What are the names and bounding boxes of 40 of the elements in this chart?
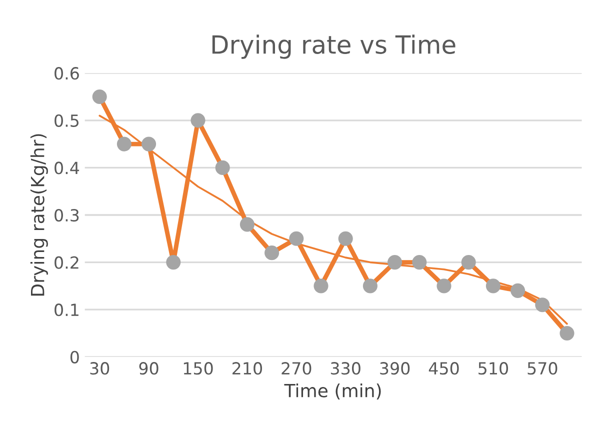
x-tick-label: 570 <box>528 362 558 375</box>
y-axis-title: Drying rate(Kg/hr) <box>30 134 48 296</box>
x-tick-label: 510 <box>478 362 508 375</box>
x-tick-label: 270 <box>282 362 312 375</box>
point <box>486 278 500 294</box>
point <box>215 160 230 175</box>
y-tick-label: 0.4 <box>54 162 80 174</box>
point <box>362 278 378 294</box>
point <box>240 217 254 232</box>
y-tick-label: 0.2 <box>54 256 78 269</box>
y-tick-label: 0.5 <box>54 114 79 127</box>
y-tick-label: 0 <box>70 350 79 364</box>
x-axis-title: Time (min) <box>284 383 381 400</box>
point <box>412 255 427 270</box>
point <box>289 231 304 246</box>
y-tick-label: 0.6 <box>54 67 79 80</box>
x-tick-label: 90 <box>139 362 158 375</box>
point <box>92 89 107 104</box>
point <box>142 136 156 152</box>
point <box>338 231 353 246</box>
x-tick-label: 390 <box>380 362 410 375</box>
x-tick-label: 150 <box>184 362 213 375</box>
x-tick-label: 30 <box>90 362 110 375</box>
point <box>535 298 550 312</box>
point <box>510 283 526 298</box>
point <box>264 246 280 260</box>
y-tick-label: 0.3 <box>54 208 79 222</box>
point <box>560 326 574 341</box>
y-tick-label: 0.1 <box>54 304 78 316</box>
x-tick-label: 210 <box>232 362 262 375</box>
point <box>461 255 476 270</box>
point <box>314 278 328 294</box>
point <box>190 113 206 128</box>
point <box>166 255 181 270</box>
point <box>388 255 402 270</box>
x-tick-label: 450 <box>428 362 459 375</box>
x-tick-label: 330 <box>330 362 360 375</box>
point <box>116 136 132 152</box>
point <box>436 278 452 294</box>
chart-title: Drying rate vs Time <box>212 34 456 59</box>
